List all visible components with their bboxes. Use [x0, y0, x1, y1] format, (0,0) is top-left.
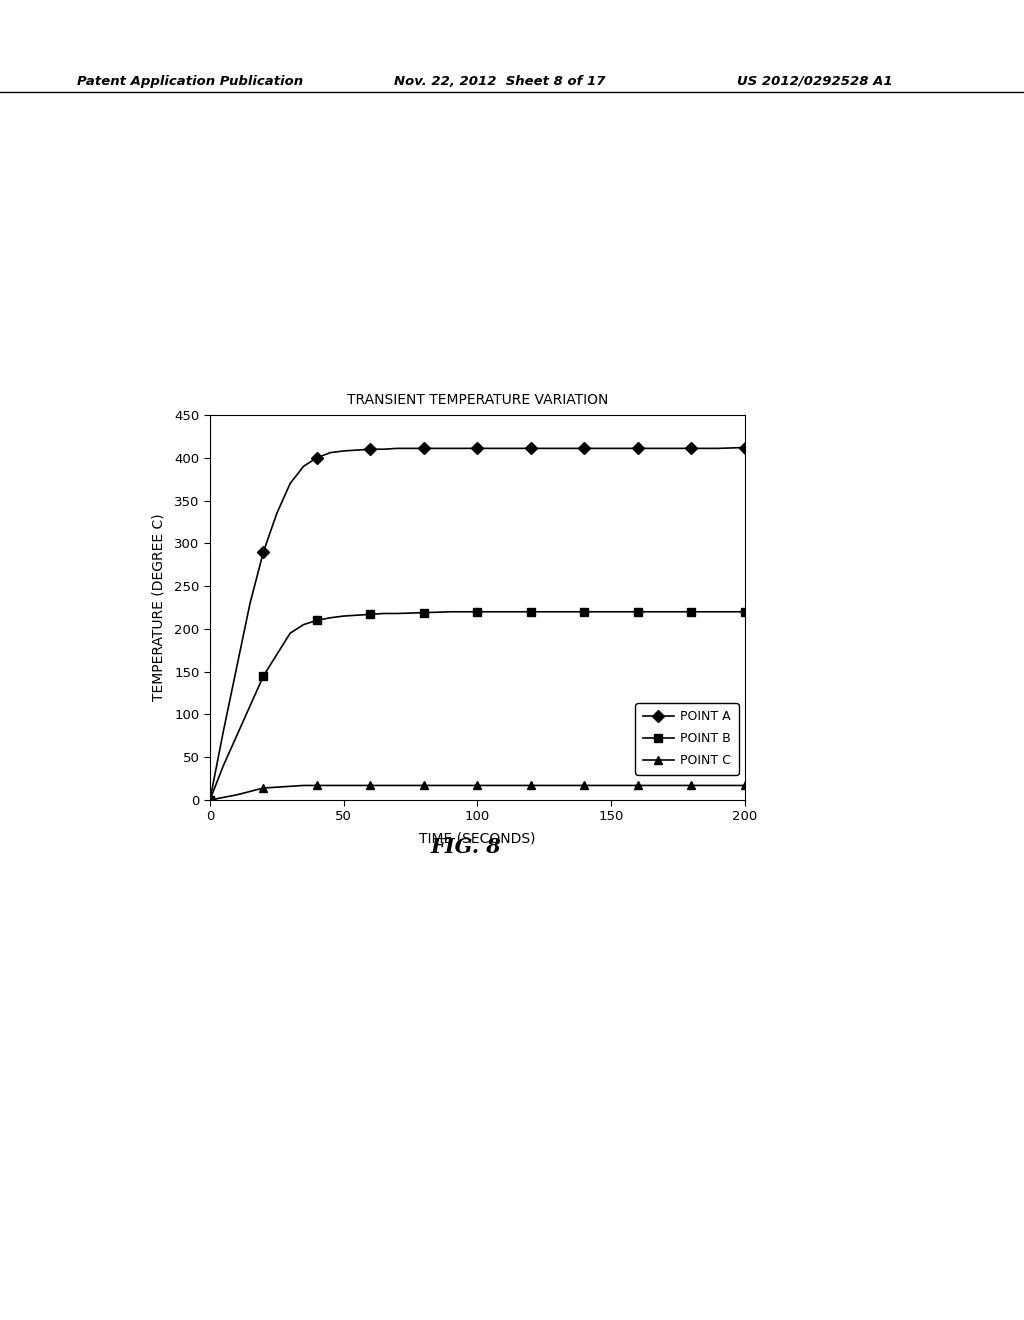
POINT C: [244, 784, 256, 800]
POINT A: [310, 450, 323, 466]
POINT A: [498, 441, 510, 457]
POINT C: [498, 777, 510, 793]
POINT A: [391, 441, 403, 457]
POINT C: [658, 777, 671, 793]
POINT B: [284, 626, 296, 642]
POINT B: [524, 603, 537, 619]
POINT C: [351, 777, 364, 793]
POINT A: [365, 441, 377, 457]
POINT C: [204, 792, 216, 808]
X-axis label: TIME (SECONDS): TIME (SECONDS): [419, 832, 536, 846]
POINT B: [310, 612, 323, 628]
POINT C: [365, 777, 377, 793]
POINT B: [632, 603, 644, 619]
POINT A: [712, 441, 724, 457]
POINT B: [244, 698, 256, 714]
POINT A: [418, 441, 430, 457]
POINT C: [552, 777, 564, 793]
POINT B: [325, 610, 337, 626]
POINT B: [658, 603, 671, 619]
POINT B: [378, 606, 390, 622]
POINT A: [351, 442, 364, 458]
POINT B: [391, 606, 403, 622]
POINT B: [605, 603, 617, 619]
POINT A: [444, 441, 457, 457]
POINT C: [310, 777, 323, 793]
POINT B: [552, 603, 564, 619]
POINT B: [444, 603, 457, 619]
POINT B: [738, 603, 751, 619]
POINT C: [605, 777, 617, 793]
POINT B: [204, 792, 216, 808]
POINT B: [418, 605, 430, 620]
POINT C: [391, 777, 403, 793]
Legend: POINT A, POINT B, POINT C: POINT A, POINT B, POINT C: [635, 704, 738, 775]
POINT C: [297, 777, 309, 793]
POINT A: [658, 441, 671, 457]
POINT C: [712, 777, 724, 793]
POINT C: [738, 777, 751, 793]
POINT B: [365, 606, 377, 622]
POINT A: [471, 441, 483, 457]
POINT B: [685, 603, 697, 619]
POINT B: [217, 758, 229, 774]
POINT A: [632, 441, 644, 457]
Line: POINT B: POINT B: [206, 607, 750, 804]
POINT A: [270, 506, 283, 521]
Text: US 2012/0292528 A1: US 2012/0292528 A1: [737, 74, 893, 87]
POINT C: [685, 777, 697, 793]
POINT A: [378, 441, 390, 457]
Y-axis label: TEMPERATURE (DEGREE C): TEMPERATURE (DEGREE C): [152, 513, 166, 701]
POINT C: [338, 777, 350, 793]
Line: POINT A: POINT A: [206, 444, 750, 804]
POINT C: [524, 777, 537, 793]
Text: Patent Application Publication: Patent Application Publication: [77, 74, 303, 87]
POINT C: [325, 777, 337, 793]
POINT A: [579, 441, 591, 457]
POINT C: [579, 777, 591, 793]
POINT A: [257, 544, 269, 560]
POINT A: [230, 660, 243, 676]
POINT B: [257, 668, 269, 684]
POINT A: [605, 441, 617, 457]
POINT C: [257, 780, 269, 796]
POINT A: [204, 792, 216, 808]
POINT A: [244, 595, 256, 611]
POINT B: [270, 647, 283, 663]
POINT A: [685, 441, 697, 457]
POINT A: [217, 723, 229, 739]
POINT C: [444, 777, 457, 793]
POINT B: [498, 603, 510, 619]
POINT A: [338, 444, 350, 459]
POINT C: [378, 777, 390, 793]
POINT C: [418, 777, 430, 793]
POINT C: [217, 789, 229, 805]
POINT B: [712, 603, 724, 619]
POINT A: [552, 441, 564, 457]
POINT B: [338, 609, 350, 624]
POINT C: [284, 779, 296, 795]
POINT A: [738, 440, 751, 455]
POINT A: [297, 458, 309, 474]
POINT B: [230, 727, 243, 743]
POINT A: [524, 441, 537, 457]
POINT B: [351, 607, 364, 623]
Text: FIG. 8: FIG. 8: [430, 837, 502, 857]
POINT C: [471, 777, 483, 793]
Title: TRANSIENT TEMPERATURE VARIATION: TRANSIENT TEMPERATURE VARIATION: [347, 393, 608, 407]
POINT B: [471, 603, 483, 619]
POINT C: [270, 779, 283, 795]
POINT C: [230, 787, 243, 803]
Text: Nov. 22, 2012  Sheet 8 of 17: Nov. 22, 2012 Sheet 8 of 17: [394, 74, 606, 87]
POINT B: [297, 616, 309, 632]
POINT B: [579, 603, 591, 619]
POINT C: [632, 777, 644, 793]
POINT A: [284, 475, 296, 491]
POINT A: [325, 445, 337, 461]
Line: POINT C: POINT C: [206, 781, 750, 804]
